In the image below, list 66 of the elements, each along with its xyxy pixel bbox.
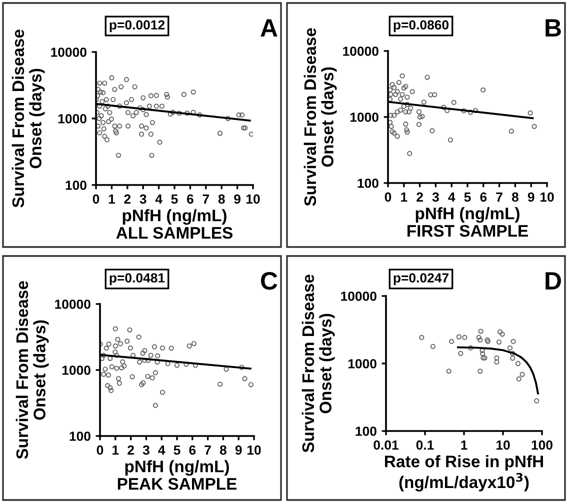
x-tick-label: 0.01	[374, 440, 398, 450]
x-tick-label: 10	[246, 194, 260, 204]
y-tick-label: 10000	[51, 48, 86, 57]
x-tick-label: 3	[432, 192, 439, 202]
y-tick-label: 100	[66, 180, 86, 190]
y-tick-label: 1000	[58, 114, 86, 124]
text: D	[546, 272, 561, 290]
x-axis-title: Rate of Rise in pNfH (ng/mL/dayx10$^{3}$)	[385, 455, 543, 492]
y-axis-title: Survival From Disease Onset (days)	[304, 28, 337, 206]
y-tick-label: 100	[70, 432, 90, 441]
text: C	[261, 272, 278, 290]
x-tick-label: 1	[461, 440, 468, 450]
x-tick-label: 5	[174, 446, 180, 455]
x-tick-label: 3	[140, 194, 146, 204]
x-tick-label: 7	[496, 192, 502, 202]
x-tick-label: 3	[142, 445, 150, 455]
x-tick-label: 10	[247, 445, 261, 455]
x-tick-label: 4	[155, 194, 162, 204]
y-tick-label: 1000	[350, 112, 378, 122]
y-axis-title: Survival From Disease Onset (days)	[302, 274, 335, 452]
y-axis-title: Survival From Disease Onset (days)	[12, 30, 45, 208]
x-tick-label: 2	[128, 445, 134, 455]
y-tick-label: 1000	[348, 359, 376, 368]
x-tick-label: 2	[416, 192, 423, 202]
y-tick-label: 100	[356, 426, 376, 436]
x-tick-label: 2	[124, 194, 131, 204]
x-tick-label: 0	[384, 192, 392, 202]
x-tick-label: 9	[528, 192, 534, 202]
x-tick-label: 8	[220, 445, 226, 455]
text: B	[546, 19, 561, 36]
x-tick-label: 8	[218, 194, 225, 204]
x-axis-title: pNfH (ng/mL) PEAK SAMPLE	[118, 460, 237, 490]
y-tick-label: 1000	[62, 366, 90, 375]
x-tick-label: 7	[204, 446, 211, 455]
text: p=0.0860	[394, 20, 449, 32]
x-tick-label: 1	[401, 192, 408, 202]
x-tick-label: 100	[532, 440, 552, 450]
x-tick-label: 0	[96, 445, 104, 455]
x-tick-label: 1	[112, 446, 119, 455]
y-tick-label: 10000	[341, 292, 376, 301]
x-tick-label: 9	[234, 194, 240, 204]
x-tick-label: 6	[480, 192, 487, 202]
x-tick-label: 5	[464, 192, 471, 202]
x-tick-label: 6	[187, 194, 194, 204]
x-tick-label: 10	[496, 440, 510, 450]
x-axis-title: pNfH (ng/mL) ALL SAMPLES	[116, 209, 232, 239]
x-tick-label: 10	[540, 192, 554, 202]
x-tick-label: 0	[92, 194, 100, 204]
x-tick-label: 8	[512, 192, 518, 202]
x-tick-label: 0.1	[416, 440, 434, 450]
y-tick-label: 10000	[55, 300, 90, 309]
text: p=0.0481	[110, 273, 165, 286]
x-tick-label: 7	[202, 194, 209, 204]
text: p=0.0012	[110, 20, 165, 32]
y-tick-label: 100	[358, 178, 378, 188]
x-tick-label: 9	[235, 445, 242, 455]
y-axis-title: Survival From Disease Onset (days)	[16, 281, 49, 459]
x-tick-label: 4	[158, 446, 166, 455]
x-tick-label: 6	[189, 445, 196, 455]
text: p=0.0247	[394, 273, 448, 286]
text: A	[260, 19, 278, 36]
x-tick-label: 5	[171, 194, 178, 204]
x-axis-title: pNfH (ng/mL) FIRST SAMPLE	[408, 207, 528, 237]
y-tick-label: 10000	[343, 46, 378, 56]
x-tick-label: 1	[108, 194, 115, 204]
x-tick-label: 4	[448, 192, 456, 202]
